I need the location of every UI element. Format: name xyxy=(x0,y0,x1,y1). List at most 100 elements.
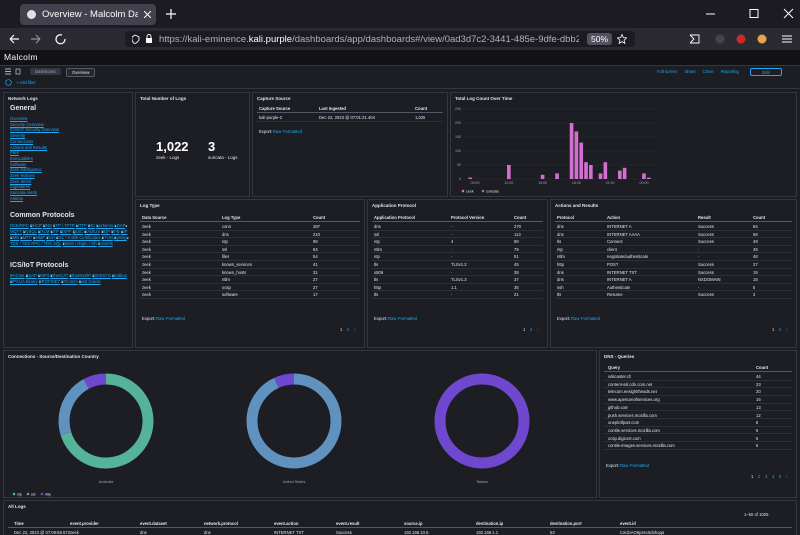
menu-icons[interactable] xyxy=(5,68,21,75)
tab-close[interactable] xyxy=(144,11,151,18)
page-link[interactable]: 1 xyxy=(772,327,775,332)
protocol-link[interactable]: DNS xyxy=(43,223,52,228)
protocol-link[interactable]: S7comm xyxy=(61,279,78,284)
page-link[interactable]: 2 xyxy=(530,327,533,332)
export-link[interactable]: Formatted xyxy=(283,129,303,134)
breadcrumb[interactable]: Overview xyxy=(66,68,96,77)
nav-link[interactable]: Security Overview xyxy=(10,121,44,127)
nav-link[interactable]: Arkime xyxy=(10,195,24,201)
page-link[interactable]: 2 xyxy=(779,327,782,332)
filter-icon[interactable] xyxy=(5,79,12,86)
nav-link[interactable]: Software xyxy=(10,161,27,167)
protocol-link[interactable]: DCE/RPC xyxy=(10,223,29,228)
logo[interactable]: Malcolm xyxy=(4,52,38,62)
nav-link[interactable]: Suricata Alerts xyxy=(10,190,37,196)
export-link[interactable]: Raw xyxy=(388,316,397,321)
export-link[interactable]: Formatted xyxy=(166,316,186,321)
protocol-link[interactable]: BACnet xyxy=(10,273,25,278)
page-link[interactable]: 5 xyxy=(779,474,782,479)
export-link[interactable]: Raw xyxy=(273,129,282,134)
protocol-link[interactable]: RFB xyxy=(111,229,120,234)
nav-link[interactable]: Files xyxy=(10,150,19,156)
protocol-link[interactable]: Tunnels xyxy=(97,241,113,246)
toolbar-icons[interactable] xyxy=(690,33,795,45)
protocol-link[interactable]: OPCUA Binary xyxy=(10,279,38,284)
nav-link[interactable]: Signatures xyxy=(10,184,31,190)
protocol-link[interactable]: BSAP xyxy=(25,273,37,278)
protocol-link[interactable]: STUN xyxy=(101,235,113,240)
nav-link[interactable]: Zeek Intelligence xyxy=(10,167,42,173)
nav-link[interactable]: ICS/IoT Security Overview xyxy=(10,127,60,133)
export-link[interactable]: Raw xyxy=(156,316,165,321)
export-link[interactable]: Raw xyxy=(571,316,580,321)
nav-link[interactable]: Executables xyxy=(10,155,33,161)
protocol-link[interactable]: Kerberos xyxy=(96,223,114,228)
tab[interactable]: Overview - Malcolm Dashboards xyxy=(20,4,156,25)
export-link[interactable]: Formatted xyxy=(581,316,601,321)
protocol-link[interactable]: EtherNet/IP xyxy=(69,273,91,278)
protocol-link[interactable]: FTP / TFTP xyxy=(53,223,75,228)
nav-link[interactable]: Severity xyxy=(10,133,26,139)
protocol-link[interactable]: EtherCAT xyxy=(50,273,69,278)
protocol-link[interactable]: RDP xyxy=(101,229,110,234)
protocol-link[interactable]: SMB xyxy=(10,235,20,240)
page-link[interactable]: 4 xyxy=(772,474,775,479)
page-link[interactable]: › xyxy=(786,474,788,479)
add-filter[interactable]: + Add filter xyxy=(16,80,36,85)
edit-button[interactable]: Edit xyxy=(750,67,782,76)
protocol-link[interactable]: Best Guess xyxy=(78,279,101,284)
page-link[interactable]: 1 xyxy=(751,474,754,479)
protocol-link[interactable]: SNMP xyxy=(32,235,46,240)
protocol-link[interactable]: MQTT xyxy=(10,229,22,234)
nav-link[interactable]: Zeek Notices xyxy=(10,173,35,178)
nav-link[interactable]: Actions and Results xyxy=(10,144,48,150)
action-link[interactable]: Full screen xyxy=(657,69,678,74)
protocol-link[interactable]: SMTP xyxy=(20,235,32,240)
protocol-link[interactable]: HTTP xyxy=(75,223,87,228)
protocol-link[interactable]: QUIC xyxy=(72,229,84,234)
protocol-link[interactable]: OSPF xyxy=(60,229,72,234)
bookmark-star[interactable] xyxy=(617,34,627,44)
nav-link[interactable]: Connections xyxy=(10,138,34,144)
page-link[interactable]: › xyxy=(786,327,788,332)
protocol-link[interactable]: Modbus xyxy=(111,273,127,278)
protocol-link[interactable]: NTLM xyxy=(37,229,50,234)
protocol-link[interactable]: SSH xyxy=(46,235,55,240)
url-box[interactable]: https://kali-eminence.kali.purple/dashbo… xyxy=(125,31,635,47)
protocol-link[interactable]: TDS / TDS RPC / TDS SQL xyxy=(10,241,62,246)
nav-link[interactable]: Overview xyxy=(10,116,28,121)
protocol-link[interactable]: MySQL xyxy=(22,229,37,234)
page-link[interactable]: › xyxy=(537,327,539,332)
protocol-link[interactable]: LDAP xyxy=(114,223,126,228)
action-link[interactable]: Reporting xyxy=(720,69,739,74)
new-tab[interactable] xyxy=(166,9,176,19)
protocol-link[interactable]: Telnet / rlogin / rsh xyxy=(62,241,97,246)
cell: github.com xyxy=(608,404,629,410)
export-link[interactable]: Formatted xyxy=(630,463,650,468)
protocol-link[interactable]: GENISYS xyxy=(92,273,111,278)
protocol-link[interactable]: IRC xyxy=(87,223,96,228)
page-link[interactable]: 1 xyxy=(523,327,526,332)
window-controls[interactable] xyxy=(706,8,796,20)
protocol-link[interactable]: NTP xyxy=(50,229,59,234)
action-link[interactable]: Share xyxy=(684,69,696,74)
export-link[interactable]: Raw xyxy=(620,463,629,468)
protocol-link[interactable]: SIP xyxy=(120,229,128,234)
page-link[interactable]: 1 xyxy=(340,327,343,332)
protocol-link[interactable]: RADIUS xyxy=(84,229,101,234)
page-link[interactable]: 2 xyxy=(347,327,350,332)
nav-buttons[interactable] xyxy=(8,33,68,45)
export-link[interactable]: Formatted xyxy=(398,316,418,321)
zoom-level[interactable]: 50% xyxy=(587,33,613,45)
page-link[interactable]: 3 xyxy=(765,474,768,479)
page-link[interactable]: 2 xyxy=(758,474,761,479)
protocol-link[interactable]: Syslog xyxy=(114,235,127,240)
protocol-link[interactable]: DHCP xyxy=(30,223,42,228)
protocol-link[interactable]: SSL / X.509 Certificates xyxy=(55,235,101,240)
action-link[interactable]: Clone xyxy=(702,69,714,74)
nav-link[interactable]: Zeek Weird xyxy=(10,178,32,184)
breadcrumb[interactable]: Dashboard xyxy=(30,68,61,75)
protocol-link[interactable]: DNP3 xyxy=(37,273,50,278)
protocol-link[interactable]: PROFINET xyxy=(38,279,60,284)
page-link[interactable]: › xyxy=(354,327,356,332)
